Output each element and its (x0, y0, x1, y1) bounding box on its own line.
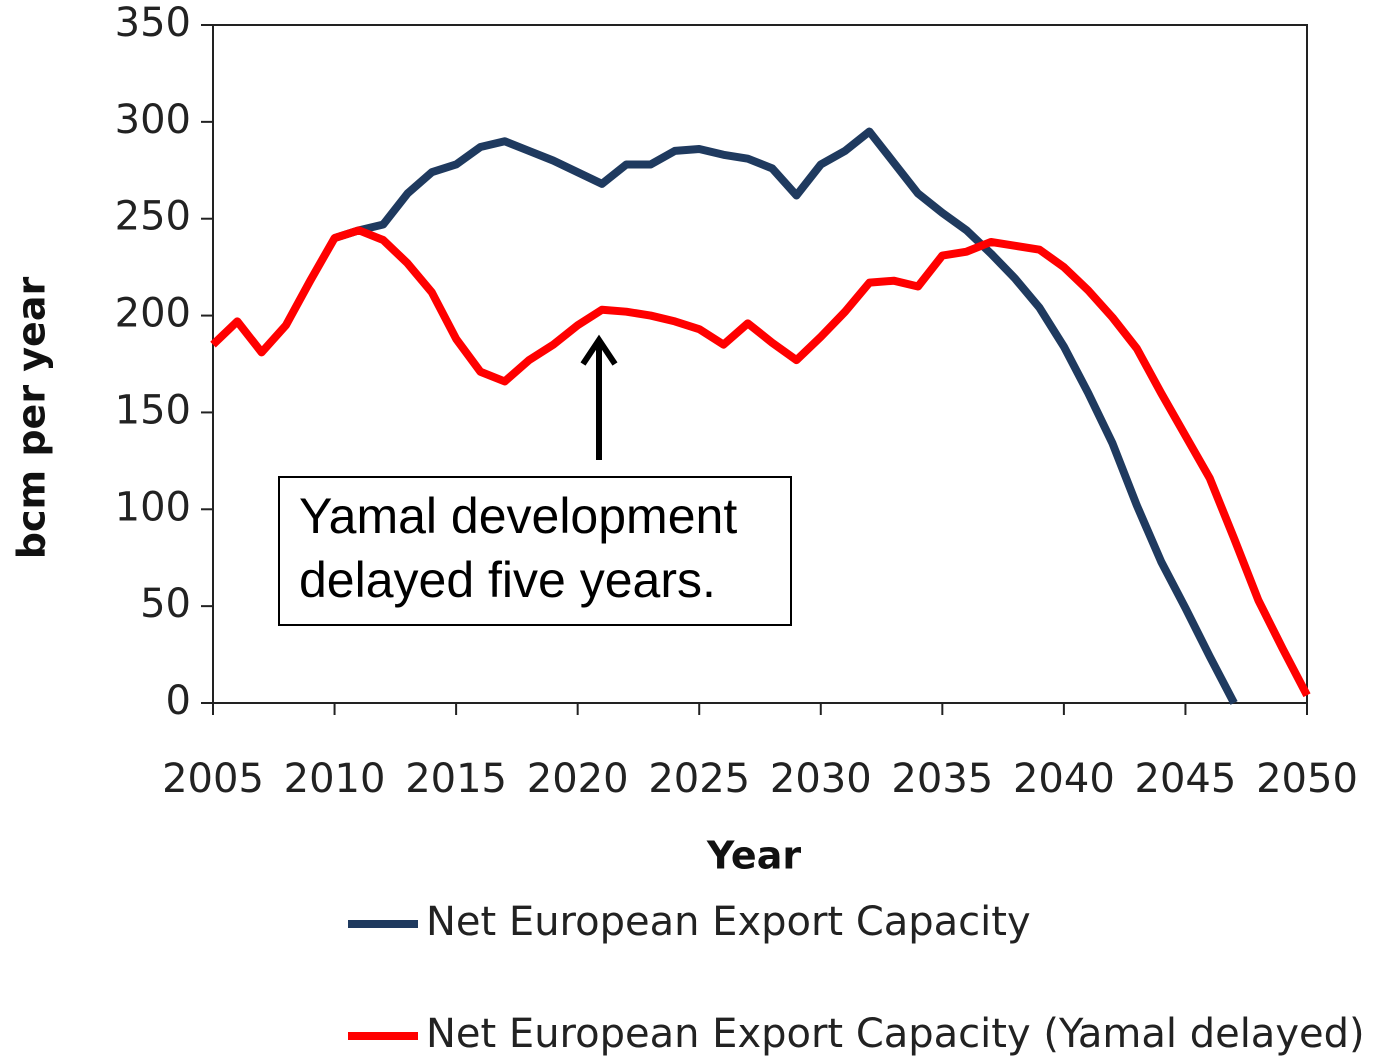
x-tick-label: 2035 (891, 756, 993, 802)
x-tick-label: 2010 (284, 756, 386, 802)
x-tick-label: 2015 (405, 756, 507, 802)
y-tick-label: 300 (115, 97, 191, 143)
data-line (333, 127, 1238, 705)
annotation-box (278, 476, 792, 626)
annotation-line: delayed five years. (299, 552, 716, 608)
x-tick-label: 2040 (1013, 756, 1115, 802)
y-tick-label: 150 (115, 387, 191, 433)
annotation-line: Yamal development (299, 488, 737, 544)
x-axis-title: Year (706, 834, 801, 878)
y-tick-label: 350 (115, 0, 191, 46)
y-tick-label: 0 (166, 678, 191, 724)
x-tick-label: 2025 (648, 756, 750, 802)
x-tick-label: 2030 (770, 756, 872, 802)
y-tick-label: 50 (140, 581, 191, 627)
data-line (210, 226, 1311, 698)
x-tick-label: 2020 (527, 756, 629, 802)
plot-frame (212, 24, 1308, 704)
y-axis-title: bcm per year (10, 277, 54, 560)
y-tick-label: 250 (115, 194, 191, 240)
x-tick-label: 2045 (1135, 756, 1237, 802)
y-tick-label: 100 (115, 484, 191, 530)
x-tick-label: 2050 (1256, 756, 1358, 802)
annotation-arrow (580, 334, 618, 460)
plot-area (210, 127, 1311, 705)
legend-label: Net European Export Capacity (Yamal dela… (426, 1011, 1365, 1057)
y-tick-label: 200 (115, 291, 191, 337)
x-tick-label: 2005 (162, 756, 264, 802)
legend-label: Net European Export Capacity (426, 899, 1031, 945)
